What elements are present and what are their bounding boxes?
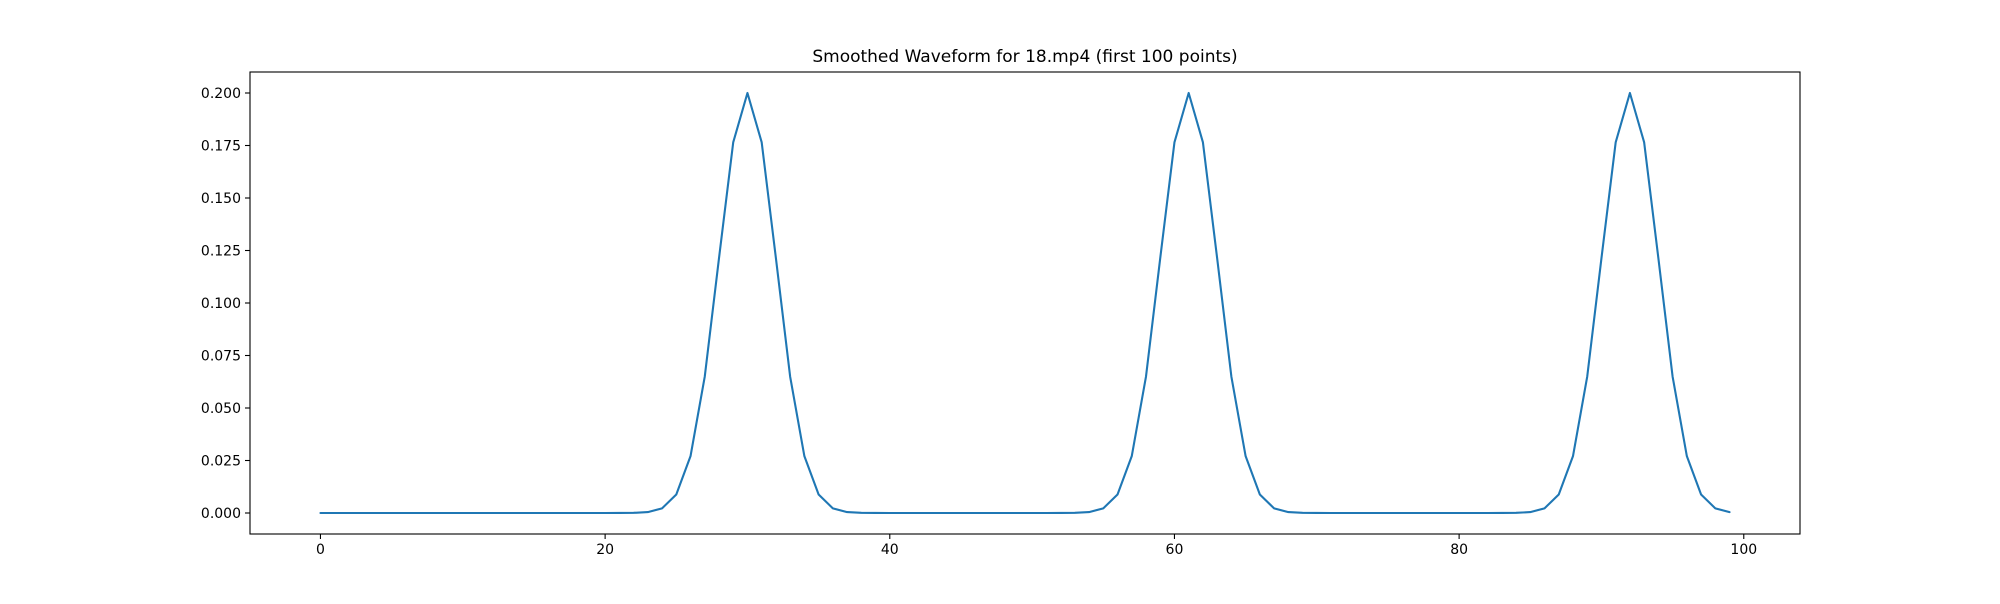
- y-tick-label: 0.100: [201, 296, 241, 312]
- y-tick-label: 0.150: [201, 191, 241, 207]
- y-tick-label: 0.125: [201, 244, 241, 260]
- x-axis: 0 20 40 60 80 100: [316, 534, 1757, 558]
- x-tick-label: 60: [1166, 542, 1184, 558]
- x-tick-label: 100: [1730, 542, 1757, 558]
- x-tick-label: 80: [1450, 542, 1468, 558]
- y-tick-label: 0.000: [201, 506, 241, 522]
- axes-frame: [249, 71, 1801, 535]
- y-tick-label: 0.175: [201, 139, 241, 155]
- y-tick-label: 0.025: [201, 454, 241, 470]
- y-axis: 0.000 0.025 0.050 0.075 0.100 0.125 0.150 0.175…: [201, 86, 250, 522]
- waveform-line: [319, 91, 1731, 515]
- plot-area: [250, 72, 1800, 534]
- x-tick-label: 40: [881, 542, 899, 558]
- chart-title: Smoothed Waveform for 18.mp4 (first 100 …: [812, 47, 1237, 67]
- x-tick-label: 20: [596, 542, 614, 558]
- y-tick-label: 0.050: [201, 401, 241, 417]
- x-tick-label: 0: [316, 542, 325, 558]
- y-tick-label: 0.200: [201, 86, 241, 102]
- y-tick-label: 0.075: [201, 349, 241, 365]
